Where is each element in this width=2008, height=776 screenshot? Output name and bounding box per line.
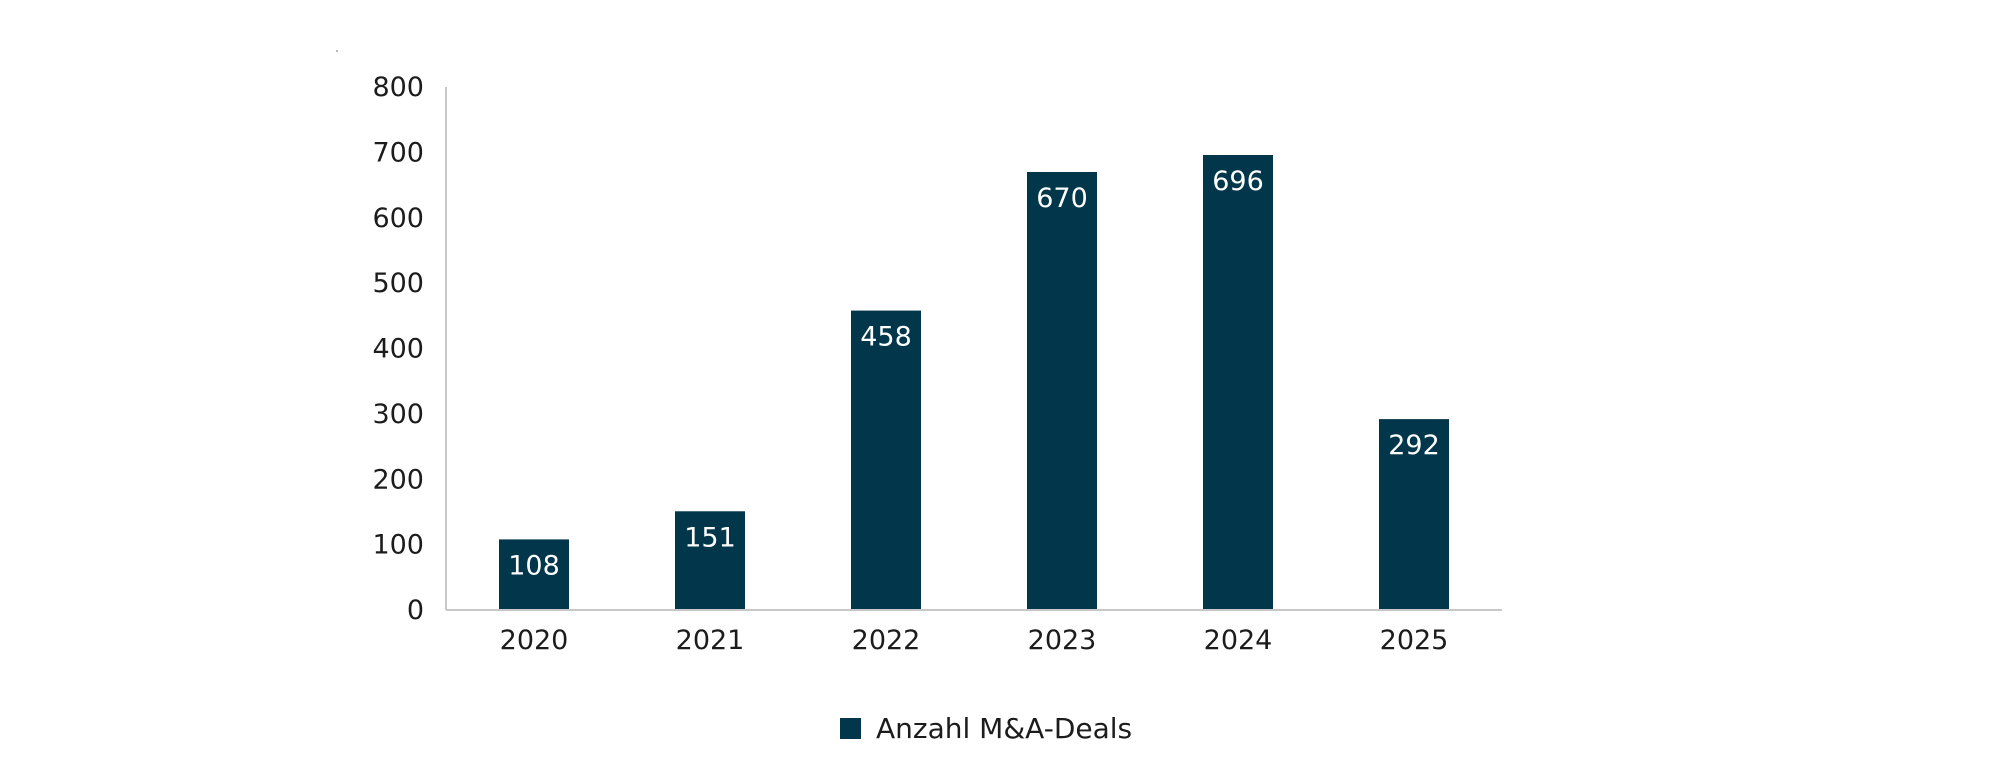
x-tick-label: 2022 [852,625,921,656]
x-tick-label: 2021 [676,625,745,656]
x-axis: 2020 2021 2022 2023 2024 2025 [446,609,1502,656]
bar-2023 [1027,171,1097,611]
y-tick-label: 300 [372,399,424,430]
y-tick-label: 800 [372,72,424,103]
y-tick-label: 400 [372,334,424,365]
legend-label: Anzahl M&A-Deals [876,712,1132,745]
bars-layer [499,154,1449,611]
bar-2025 [1379,419,1449,610]
x-tick-label: 2023 [1028,625,1097,656]
y-axis: 0 100 200 300 400 500 600 700 800 [372,72,447,626]
legend-swatch [840,718,861,739]
bar-value-label: 151 [684,522,736,553]
x-tick-label: 2025 [1380,625,1449,656]
legend: Anzahl M&A-Deals [840,712,1132,745]
bar-value-label: 458 [860,322,912,353]
y-tick-label: 500 [372,268,424,299]
y-tick-label: 100 [372,530,424,561]
y-tick-label: 600 [372,203,424,234]
x-tick-label: 2020 [500,625,569,656]
bar-value-label: 292 [1388,430,1440,461]
bar-2024 [1203,154,1273,611]
x-tick-label: 2024 [1204,625,1273,656]
bar-value-label: 108 [508,550,560,581]
bar-labels-layer: 108 151 458 670 696 292 [508,166,1440,581]
bar-2022 [851,310,921,610]
y-tick-label: 0 [407,595,424,626]
y-tick-label: 200 [372,464,424,495]
bar-value-label: 696 [1212,166,1264,197]
bar-value-label: 670 [1036,183,1088,214]
y-tick-label: 700 [372,137,424,168]
bar-2020 [499,539,569,610]
decorative-dot [336,50,338,52]
bar-2021 [675,511,745,610]
